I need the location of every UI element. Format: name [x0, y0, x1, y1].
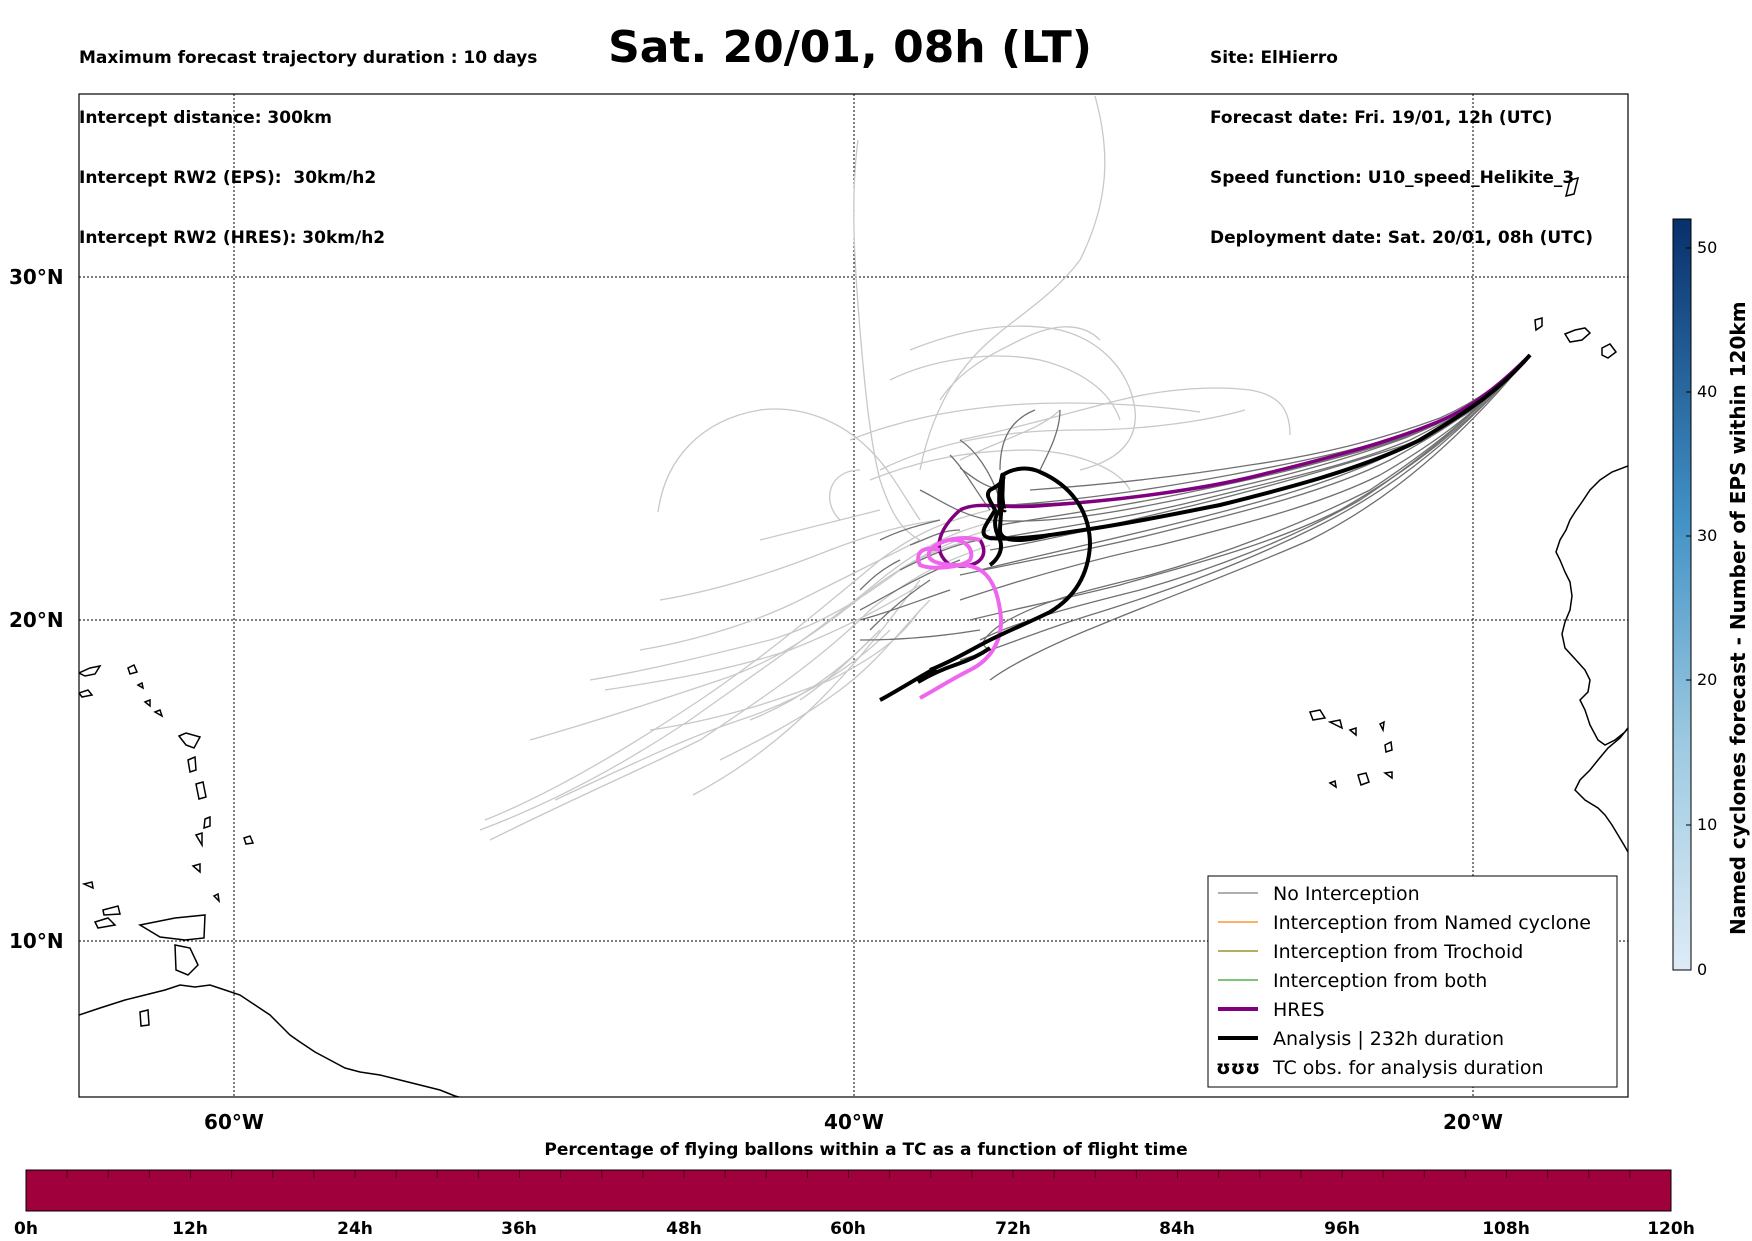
page-title: Sat. 20/01, 08h (LT) — [608, 22, 1092, 73]
header-line-speed-function: Speed function: U10_speed_Helikite_3 — [1210, 168, 1575, 188]
cb-tick-50: 50 — [1697, 238, 1717, 257]
legend-item-hres: HRES — [1218, 999, 1325, 1021]
lon-label-20w: 20°W — [1443, 1110, 1503, 1134]
header-info-right: Site: ElHierro Forecast date: Fri. 19/01… — [1210, 8, 1593, 268]
colorbar-right-label: Named cyclones forecast - Number of EPS … — [1726, 301, 1750, 935]
eps-trajectories — [479, 95, 1531, 841]
time-tick-12h: 12h — [172, 1219, 208, 1239]
svg-text:Analysis | 232h duration: Analysis | 232h duration — [1273, 1028, 1504, 1050]
header-line-deployment-date: Deployment date: Sat. 20/01, 08h (UTC) — [1210, 228, 1594, 248]
header-line-eps: Intercept RW2 (EPS): 30km/h2 — [79, 168, 377, 188]
colorbar-bottom: Percentage of flying ballons within a TC… — [14, 1140, 1695, 1239]
colorbar-bottom-title: Percentage of flying ballons within a TC… — [544, 1140, 1187, 1160]
colorbar-right: 0 10 20 30 40 50 Named cyclones forecast… — [1672, 218, 1750, 979]
svg-text:Interception from both: Interception from both — [1273, 970, 1487, 992]
header-line-site: Site: ElHierro — [1210, 48, 1338, 68]
map-gridlines — [79, 94, 1628, 1097]
legend-item-both: Interception from both — [1218, 970, 1487, 992]
time-tick-108h: 108h — [1482, 1219, 1530, 1239]
svg-text:TC obs. for analysis duration: TC obs. for analysis duration — [1272, 1057, 1544, 1079]
lon-label-40w: 40°W — [824, 1110, 884, 1134]
header-line-hres: Intercept RW2 (HRES): 30km/h2 — [79, 228, 386, 248]
legend-item-named-cyclone: Interception from Named cyclone — [1218, 912, 1591, 934]
time-tick-48h: 48h — [666, 1219, 702, 1239]
time-tick-36h: 36h — [501, 1219, 537, 1239]
lat-label-20n: 20°N — [9, 608, 64, 632]
lat-label-30n: 30°N — [9, 265, 64, 289]
hres-trajectory — [916, 353, 1532, 700]
legend-item-no-interception: No Interception — [1218, 883, 1420, 905]
time-tick-120h: 120h — [1647, 1219, 1695, 1239]
svg-text:Interception from Trochoid: Interception from Trochoid — [1273, 941, 1523, 963]
time-tick-0h: 0h — [14, 1219, 38, 1239]
time-tick-96h: 96h — [1324, 1219, 1360, 1239]
time-tick-84h: 84h — [1159, 1219, 1195, 1239]
legend-item-trochoid: Interception from Trochoid — [1218, 941, 1523, 963]
legend: No Interception Interception from Named … — [1207, 875, 1618, 1088]
time-tick-72h: 72h — [995, 1219, 1031, 1239]
map-frame — [78, 93, 1629, 1098]
svg-text:Interception from Named cyclon: Interception from Named cyclone — [1273, 912, 1591, 934]
svg-text:HRES: HRES — [1273, 999, 1325, 1021]
header-info-left: Maximum forecast trajectory duration : 1… — [79, 8, 537, 268]
legend-item-analysis: Analysis | 232h duration — [1218, 1028, 1504, 1050]
analysis-trajectory-tail — [879, 473, 1005, 702]
header-line-duration: Maximum forecast trajectory duration : 1… — [79, 48, 538, 68]
header-line-forecast-date: Forecast date: Fri. 19/01, 12h (UTC) — [1210, 108, 1553, 128]
legend-item-tc-obs: ʊʊʊ TC obs. for analysis duration — [1216, 1057, 1544, 1079]
lon-label-60w: 60°W — [204, 1110, 264, 1134]
header-line-distance: Intercept distance: 300km — [79, 108, 332, 128]
cb-tick-20: 20 — [1697, 670, 1717, 689]
coastlines — [79, 176, 1628, 1097]
cb-tick-40: 40 — [1697, 382, 1717, 401]
time-tick-24h: 24h — [337, 1219, 373, 1239]
analysis-trajectory — [929, 353, 1532, 672]
svg-text:No Interception: No Interception — [1273, 883, 1420, 905]
lat-label-10n: 10°N — [9, 929, 64, 953]
cb-tick-30: 30 — [1697, 526, 1717, 545]
cb-tick-10: 10 — [1697, 815, 1717, 834]
cb-tick-0: 0 — [1697, 960, 1707, 979]
tc-symbol-icon: ʊʊʊ — [1216, 1057, 1260, 1079]
time-tick-60h: 60h — [830, 1219, 866, 1239]
